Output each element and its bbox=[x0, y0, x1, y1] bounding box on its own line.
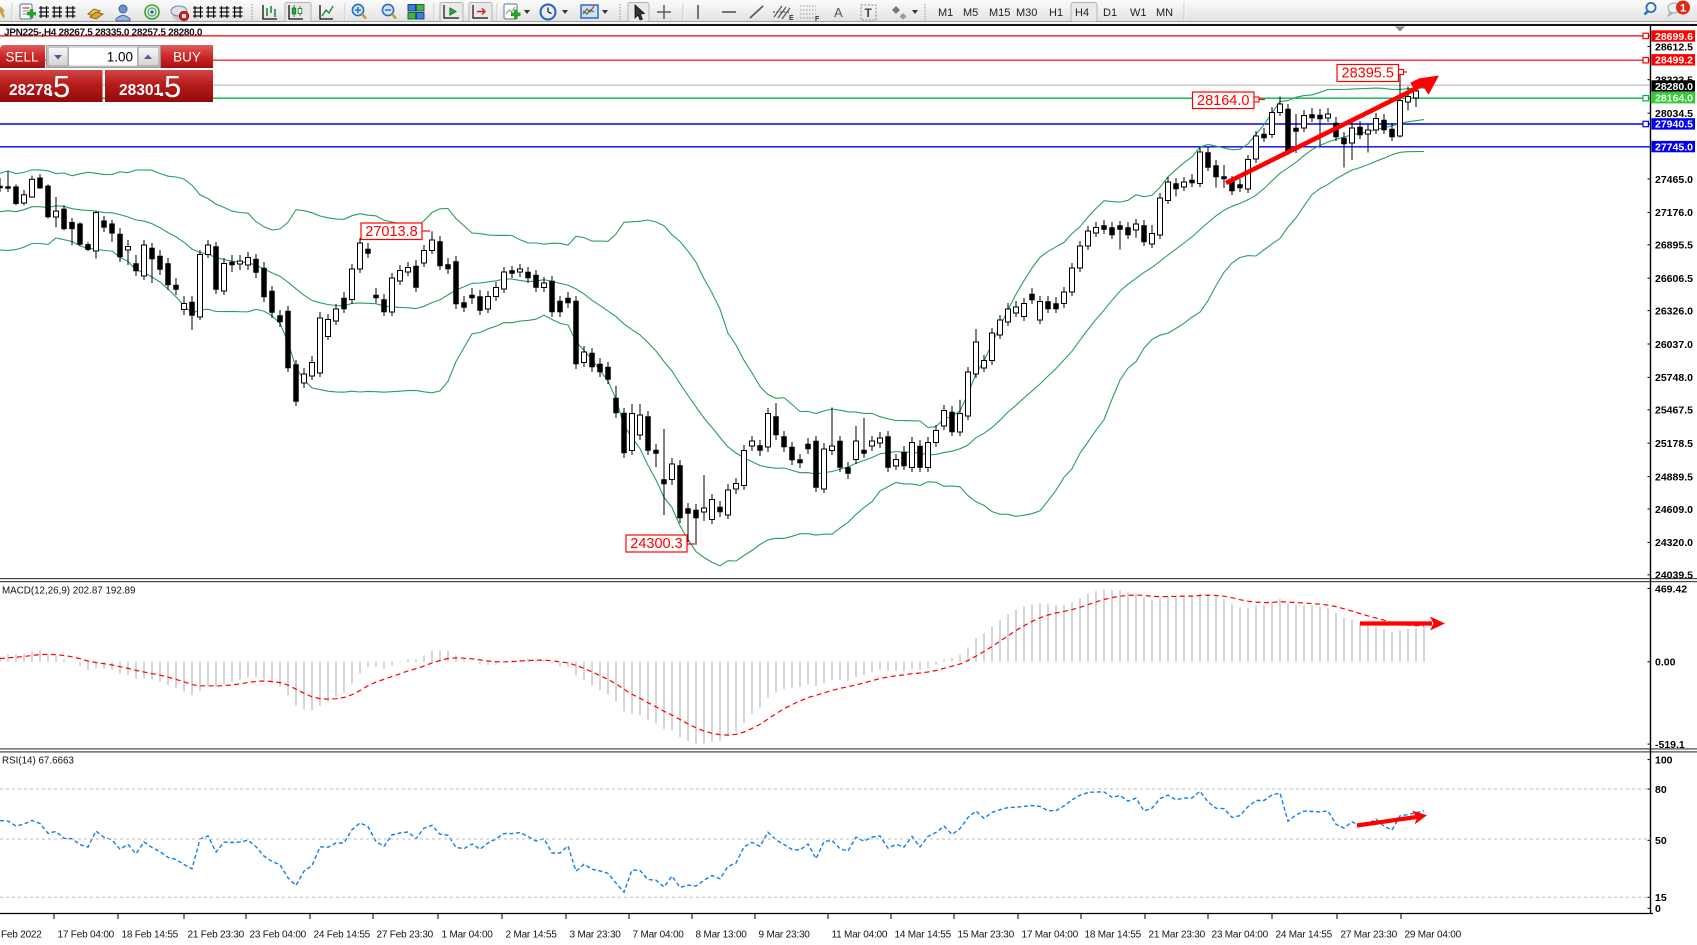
svg-text:28499.2: 28499.2 bbox=[1655, 55, 1693, 67]
svg-text:1: 1 bbox=[1680, 3, 1686, 15]
svg-text:27 Mar 23:30: 27 Mar 23:30 bbox=[1341, 930, 1398, 941]
svg-text:15 Mar 23:30: 15 Mar 23:30 bbox=[958, 930, 1015, 941]
svg-text:RSI(14) 67.6663: RSI(14) 67.6663 bbox=[2, 756, 74, 767]
svg-text:BUY: BUY bbox=[173, 50, 201, 65]
svg-text:28278: 28278 bbox=[9, 82, 52, 99]
svg-text:27176.0: 27176.0 bbox=[1655, 207, 1693, 219]
svg-text:15: 15 bbox=[1655, 892, 1667, 904]
svg-text:25467.5: 25467.5 bbox=[1655, 405, 1693, 417]
svg-text:27013.8: 27013.8 bbox=[365, 224, 417, 240]
svg-text:Feb 2022: Feb 2022 bbox=[1, 930, 42, 941]
svg-text:MN: MN bbox=[1156, 7, 1173, 19]
svg-text:M15: M15 bbox=[989, 7, 1010, 19]
svg-text:28034.5: 28034.5 bbox=[1655, 108, 1693, 120]
svg-text:5: 5 bbox=[53, 69, 70, 102]
svg-text:MACD(12,26,9) 202.87 192.89: MACD(12,26,9) 202.87 192.89 bbox=[2, 586, 135, 597]
svg-text:5: 5 bbox=[164, 69, 181, 102]
svg-text:.: . bbox=[48, 76, 54, 101]
svg-text:21 Mar 23:30: 21 Mar 23:30 bbox=[1149, 930, 1206, 941]
svg-text:7 Mar 04:00: 7 Mar 04:00 bbox=[633, 930, 685, 941]
svg-text:JPN225-,H4 28267.5 28335.0 28: JPN225-,H4 28267.5 28335.0 28257.5 28280… bbox=[4, 28, 203, 39]
svg-text:25178.5: 25178.5 bbox=[1655, 438, 1693, 450]
svg-text:1 Mar 04:00: 1 Mar 04:00 bbox=[442, 930, 494, 941]
svg-text:21 Feb 23:30: 21 Feb 23:30 bbox=[188, 930, 245, 941]
svg-text:24 Feb 14:55: 24 Feb 14:55 bbox=[314, 930, 371, 941]
svg-text:23 Feb 04:00: 23 Feb 04:00 bbox=[250, 930, 307, 941]
svg-text:1.00: 1.00 bbox=[107, 50, 133, 65]
svg-text:18 Feb 14:55: 18 Feb 14:55 bbox=[122, 930, 179, 941]
svg-text:T: T bbox=[865, 6, 873, 20]
svg-text:24609.0: 24609.0 bbox=[1655, 504, 1693, 516]
svg-text:24 Mar 14:55: 24 Mar 14:55 bbox=[1276, 930, 1333, 941]
svg-text:17 Mar 04:00: 17 Mar 04:00 bbox=[1022, 930, 1079, 941]
svg-text:8 Mar 13:00: 8 Mar 13:00 bbox=[696, 930, 748, 941]
svg-text:28164.0: 28164.0 bbox=[1655, 93, 1693, 105]
svg-text:H4: H4 bbox=[1075, 7, 1089, 19]
svg-text:2 Mar 14:55: 2 Mar 14:55 bbox=[506, 930, 558, 941]
svg-text:28164.0: 28164.0 bbox=[1197, 93, 1249, 109]
svg-text:27 Feb 23:30: 27 Feb 23:30 bbox=[377, 930, 434, 941]
svg-text:14 Mar 14:55: 14 Mar 14:55 bbox=[895, 930, 952, 941]
svg-text:3 Mar 23:30: 3 Mar 23:30 bbox=[570, 930, 622, 941]
svg-text:H1: H1 bbox=[1049, 7, 1063, 19]
svg-text:0: 0 bbox=[1655, 903, 1661, 915]
svg-text:50: 50 bbox=[1655, 835, 1667, 847]
svg-text:24889.5: 24889.5 bbox=[1655, 471, 1693, 483]
svg-text:.: . bbox=[159, 76, 165, 101]
svg-text:E: E bbox=[789, 15, 794, 22]
svg-text:26895.5: 26895.5 bbox=[1655, 240, 1693, 252]
svg-text:F: F bbox=[815, 16, 820, 23]
svg-text:26037.0: 26037.0 bbox=[1655, 339, 1693, 351]
svg-text:11 Mar 04:00: 11 Mar 04:00 bbox=[832, 930, 888, 941]
svg-text:23 Mar 04:00: 23 Mar 04:00 bbox=[1212, 930, 1269, 941]
svg-text:18 Mar 14:55: 18 Mar 14:55 bbox=[1085, 930, 1142, 941]
svg-text:24300.3: 24300.3 bbox=[630, 536, 682, 552]
svg-text:28301: 28301 bbox=[119, 82, 162, 99]
svg-text:26606.5: 26606.5 bbox=[1655, 273, 1693, 285]
svg-text:SELL: SELL bbox=[5, 50, 39, 65]
svg-text:0.00: 0.00 bbox=[1655, 657, 1676, 669]
svg-text:M1: M1 bbox=[938, 7, 953, 19]
svg-text:26326.0: 26326.0 bbox=[1655, 305, 1693, 317]
svg-text:27745.0: 27745.0 bbox=[1655, 141, 1693, 153]
svg-text:W1: W1 bbox=[1130, 7, 1147, 19]
svg-text:27940.5: 27940.5 bbox=[1655, 119, 1693, 131]
svg-text:28612.5: 28612.5 bbox=[1655, 41, 1693, 53]
svg-text:17 Feb 04:00: 17 Feb 04:00 bbox=[58, 930, 115, 941]
svg-text:-519.1: -519.1 bbox=[1655, 739, 1685, 751]
svg-text:9 Mar 23:30: 9 Mar 23:30 bbox=[759, 930, 811, 941]
svg-text:100: 100 bbox=[1655, 754, 1673, 766]
svg-text:27465.0: 27465.0 bbox=[1655, 174, 1693, 186]
svg-text:D1: D1 bbox=[1103, 7, 1117, 19]
svg-text:24320.0: 24320.0 bbox=[1655, 537, 1693, 549]
svg-text:M5: M5 bbox=[963, 7, 978, 19]
svg-text:A: A bbox=[834, 5, 843, 20]
svg-text:29 Mar 04:00: 29 Mar 04:00 bbox=[1405, 930, 1462, 941]
svg-text:M30: M30 bbox=[1016, 7, 1037, 19]
svg-text:80: 80 bbox=[1655, 784, 1667, 796]
svg-text:28395.5: 28395.5 bbox=[1342, 66, 1394, 82]
svg-text:25748.0: 25748.0 bbox=[1655, 372, 1693, 384]
svg-text:24039.5: 24039.5 bbox=[1655, 570, 1693, 582]
svg-text:28280.0: 28280.0 bbox=[1655, 81, 1693, 93]
svg-text:469.42: 469.42 bbox=[1655, 583, 1687, 595]
svg-text:28699.6: 28699.6 bbox=[1655, 31, 1693, 43]
